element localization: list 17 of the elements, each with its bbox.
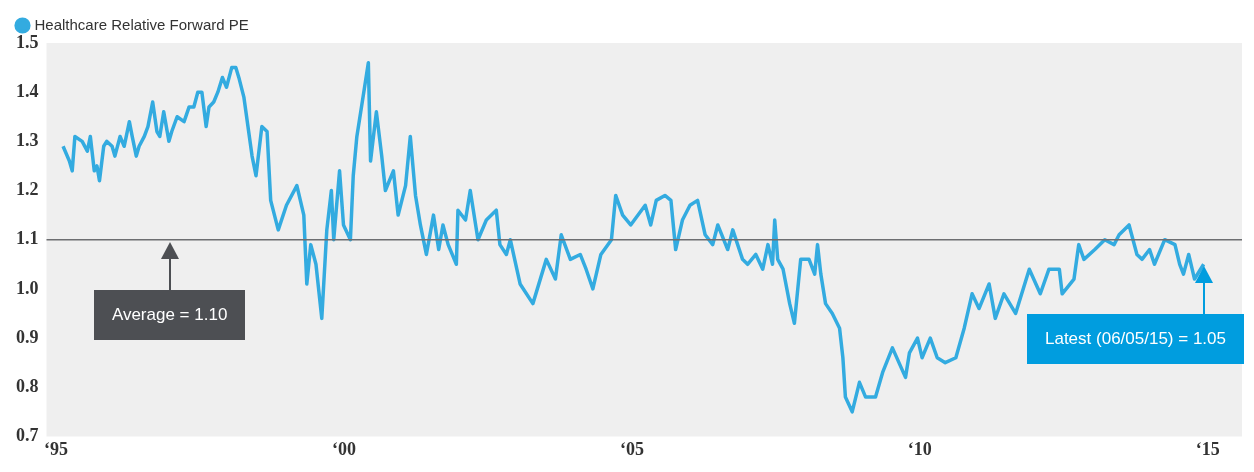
x-tick-label: ‘05 — [619, 438, 644, 459]
y-tick-label: 1.1 — [16, 228, 39, 249]
y-tick-label: 0.7 — [16, 425, 39, 446]
x-tick-label: ‘95 — [44, 438, 69, 459]
y-tick-label: 0.9 — [16, 326, 39, 347]
y-tick-label: 0.8 — [16, 375, 39, 396]
y-tick-label: 1.3 — [16, 130, 39, 151]
annotation: Latest (06/05/15) = 1.05 — [1027, 314, 1244, 365]
x-tick-label: ‘15 — [1195, 438, 1220, 459]
annotation: Average = 1.10 — [93, 289, 246, 340]
legend-label: Healthcare Relative Forward PE — [34, 15, 249, 33]
y-tick-label: 1.5 — [16, 31, 39, 52]
y-tick-label: 1.0 — [16, 277, 39, 298]
x-tick-label: ‘00 — [332, 438, 357, 459]
y-tick-label: 1.4 — [16, 80, 39, 101]
x-tick-label: ‘10 — [907, 438, 932, 459]
y-tick-label: 1.2 — [16, 179, 39, 200]
